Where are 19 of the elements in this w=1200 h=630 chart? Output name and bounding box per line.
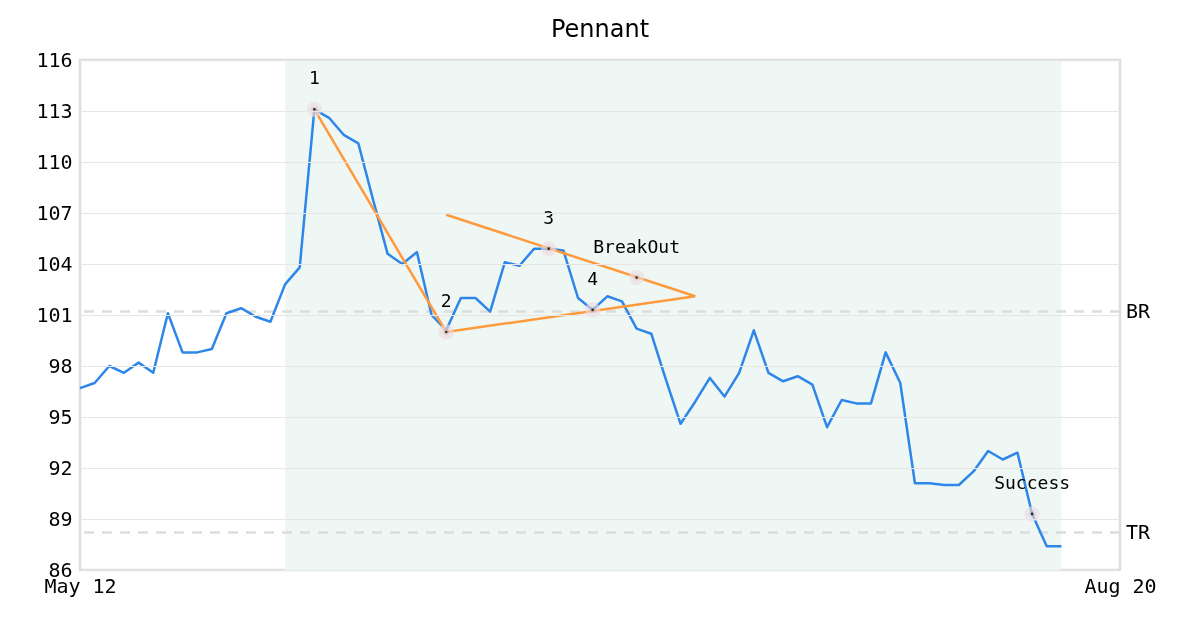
- y-tick-label: 110: [36, 149, 73, 174]
- y-tick-label: 104: [36, 251, 73, 276]
- ref-line-label: BR: [1126, 298, 1152, 323]
- chart-title: Pennant: [550, 15, 650, 43]
- annotation: BreakOut: [593, 235, 680, 257]
- y-tick-label: 89: [48, 506, 73, 531]
- y-tick-label: 107: [36, 200, 73, 225]
- y-tick-label: 101: [36, 302, 73, 327]
- y-tick-label: 98: [48, 353, 73, 378]
- y-tick-label: 113: [36, 98, 73, 123]
- x-tick-label: Aug 20: [1084, 573, 1157, 598]
- annotation: 4: [587, 267, 599, 289]
- annotation: 3: [543, 206, 555, 228]
- y-tick-label: 92: [48, 455, 73, 480]
- annotation: 1: [308, 67, 320, 89]
- ref-line-label: TR: [1126, 519, 1152, 544]
- y-tick-label: 116: [36, 47, 73, 72]
- annotation: 2: [440, 290, 452, 311]
- y-tick-label: 95: [48, 404, 73, 429]
